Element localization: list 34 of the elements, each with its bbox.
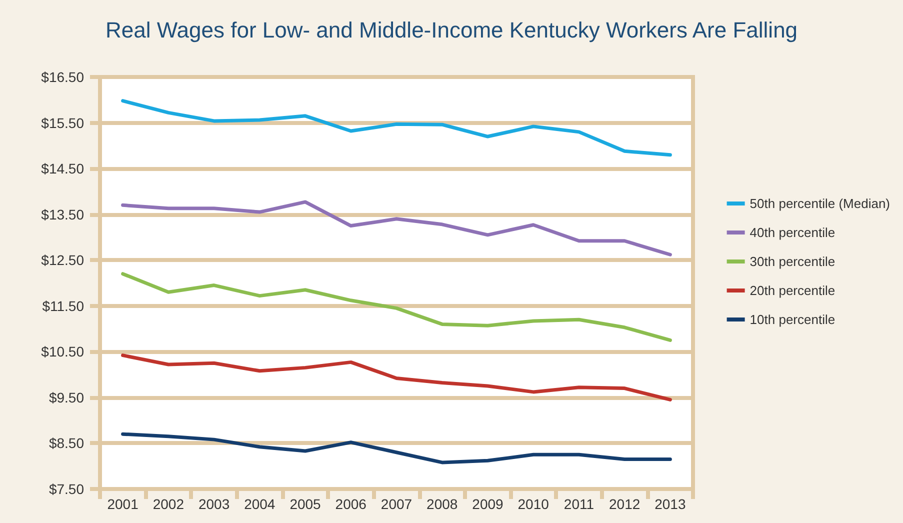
legend-label: 30th percentile [750, 254, 836, 269]
y-tick-label: $13.50 [41, 206, 84, 222]
legend-label: 50th percentile (Median) [750, 196, 890, 211]
x-tick-label: 2013 [654, 496, 686, 512]
x-tick-label: 2009 [472, 496, 504, 512]
x-tick-label: 2010 [518, 496, 550, 512]
x-tick-label: 2007 [380, 496, 412, 512]
y-tick-label: $16.50 [41, 69, 84, 85]
y-tick-label: $10.50 [41, 344, 84, 360]
y-tick-label: $7.50 [48, 481, 84, 497]
y-tick-label: $12.50 [41, 252, 84, 268]
line-series [121, 99, 672, 157]
line-series [121, 354, 672, 402]
legend-label: 20th percentile [750, 283, 836, 298]
line-series [121, 432, 672, 464]
x-tick-label: 2001 [107, 496, 139, 512]
legend-label: 10th percentile [750, 312, 836, 327]
x-tick-label: 2012 [609, 496, 640, 512]
x-tick-label: 2006 [335, 496, 367, 512]
chart-title: Real Wages for Low- and Middle-Income Kentucky Workers Are Falling [105, 18, 798, 42]
line-series [121, 200, 672, 256]
x-tick-label: 2011 [564, 496, 594, 512]
x-tick-label: 2003 [198, 496, 230, 512]
y-tick-label: $11.50 [42, 298, 84, 314]
y-tick-label: $15.50 [41, 114, 84, 131]
x-tick-label: 2002 [152, 496, 184, 512]
legend-label: 40th percentile [750, 225, 836, 240]
y-tick-label: $14.50 [41, 160, 84, 177]
x-tick-label: 2004 [244, 496, 276, 512]
x-tick-label: 2008 [426, 496, 458, 512]
y-tick-label: $8.50 [48, 435, 84, 452]
x-tick-label: 2005 [290, 496, 322, 512]
line-series [121, 272, 672, 342]
y-tick-label: $9.50 [48, 389, 84, 406]
